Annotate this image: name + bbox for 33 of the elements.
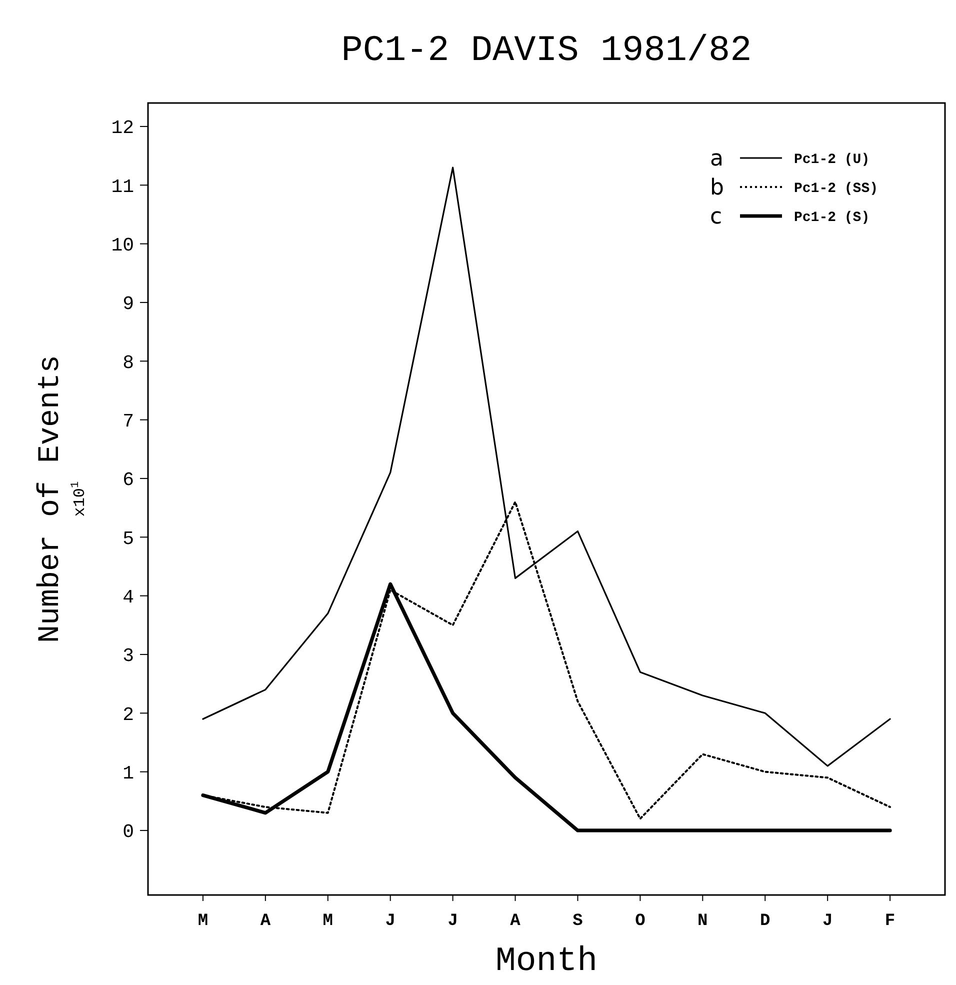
y-tick-label: 5: [122, 528, 134, 550]
y-tick-label: 6: [122, 469, 134, 492]
x-tick-label: M: [322, 912, 333, 931]
y-tick-label: 11: [111, 176, 134, 198]
x-tick-label: N: [698, 912, 708, 931]
y-tick-label: 7: [122, 410, 134, 432]
y-tick-label: 4: [122, 586, 134, 608]
y-tick-label: 1: [122, 762, 134, 784]
y-tick-label: 2: [122, 704, 134, 726]
x-tick-label: F: [884, 912, 896, 931]
y-tick-label: 3: [122, 645, 134, 668]
x-tick-label: O: [635, 912, 646, 931]
legend-label: Pc1-2 (U): [794, 152, 870, 168]
y-tick-label: 12: [111, 117, 134, 140]
x-tick-label: A: [510, 912, 522, 931]
x-axis-title: Month: [495, 943, 598, 981]
x-tick-label: S: [572, 912, 583, 931]
x-tick-label: M: [198, 912, 208, 931]
x-tick-label: J: [385, 912, 396, 931]
y-tick-label: 9: [122, 293, 134, 316]
x-tick-label: A: [260, 912, 272, 931]
legend-label: Pc1-2 (S): [794, 210, 870, 226]
chart-title: PC1-2 DAVIS 1981/82: [341, 30, 752, 71]
x-tick-label: J: [448, 912, 458, 931]
x-tick-label: J: [822, 912, 833, 931]
annotation: b: [710, 176, 724, 201]
y-tick-label: 8: [122, 352, 134, 374]
legend-label: Pc1-2 (SS): [794, 180, 878, 197]
y-tick-label: 0: [122, 821, 134, 844]
annotation: c: [710, 204, 722, 230]
y-tick-label: 10: [111, 234, 134, 256]
x-tick-label: D: [760, 912, 770, 931]
annotation: a: [710, 146, 724, 172]
